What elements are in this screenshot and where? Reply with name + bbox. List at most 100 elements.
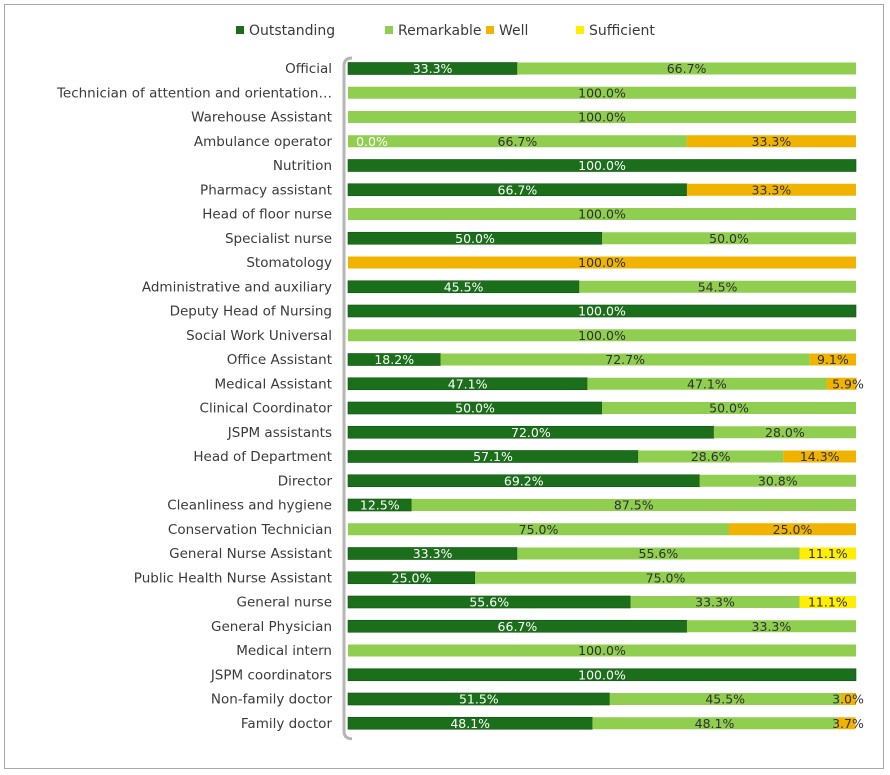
- bar-segment-outstanding: [347, 304, 857, 318]
- data-label-remarkable: 55.6%: [639, 546, 679, 561]
- bar-segment-remarkable: [602, 232, 856, 245]
- bar-segment-well: [729, 523, 856, 536]
- data-label-well: 33.3%: [752, 182, 792, 197]
- bar-segment-remarkable: [638, 450, 784, 463]
- bar-segment-well: [686, 135, 856, 148]
- bar-segment-well: [783, 450, 856, 463]
- category-label: General nurse: [237, 595, 333, 611]
- category-label: JSPM coordinators: [210, 667, 332, 683]
- legend-label-well: Well: [499, 23, 528, 39]
- category-label: Public Health Nurse Assistant: [134, 570, 332, 586]
- data-label-well: 14.3%: [800, 449, 840, 464]
- category-label: Technician of attention and orientation…: [56, 85, 332, 101]
- data-label-outstanding: 47.1%: [448, 376, 488, 391]
- bar-segment-remarkable: [699, 474, 856, 487]
- data-label-outstanding: 0.0%: [356, 134, 388, 149]
- bar-segment-well: [686, 183, 856, 196]
- bar-segment-remarkable: [686, 620, 856, 633]
- legend-swatch-outstanding: [236, 26, 244, 34]
- bar-segment-remarkable: [609, 693, 841, 705]
- category-label: Head of Department: [193, 449, 332, 465]
- category-label: Conservation Technician: [168, 522, 332, 538]
- category-label: Official: [285, 61, 332, 77]
- data-label-remarkable: 50.0%: [709, 231, 749, 246]
- data-label-well: 100.0%: [578, 255, 626, 270]
- category-label: Warehouse Assistant: [191, 110, 332, 126]
- bar-segment-remarkable: [517, 62, 856, 75]
- bar-segment-remarkable: [579, 280, 856, 293]
- bar-segment-well: [809, 353, 856, 366]
- data-label-remarkable: 28.6%: [691, 449, 731, 464]
- category-label: Clinical Coordinator: [200, 401, 333, 417]
- data-label-well: 9.1%: [817, 352, 849, 367]
- data-label-outstanding: 66.7%: [498, 619, 538, 634]
- data-label-well: 5.9%: [832, 376, 864, 391]
- data-label-sufficient: 11.1%: [808, 546, 848, 561]
- bar-segment-remarkable: [348, 329, 856, 342]
- data-label-sufficient: 11.1%: [808, 595, 848, 610]
- bar-segment-remarkable: [348, 208, 856, 220]
- data-label-remarkable: 54.5%: [698, 279, 738, 294]
- category-label: Head of floor nurse: [202, 207, 332, 223]
- data-label-outstanding: 12.5%: [360, 498, 400, 513]
- category-label: General Nurse Assistant: [169, 546, 332, 562]
- data-label-outstanding: 48.1%: [450, 716, 490, 731]
- data-label-remarkable: 30.8%: [758, 473, 798, 488]
- category-label: Deputy Head of Nursing: [170, 304, 332, 320]
- data-label-remarkable: 50.0%: [709, 401, 749, 416]
- bar-segment-well: [836, 717, 856, 730]
- category-label: Non-family doctor: [211, 692, 333, 708]
- data-label-outstanding: 50.0%: [455, 231, 495, 246]
- bar-segment-remarkable: [348, 86, 856, 99]
- category-label: JSPM assistants: [227, 425, 332, 441]
- data-label-outstanding: 18.2%: [374, 352, 414, 367]
- data-label-outstanding: 69.2%: [504, 473, 544, 488]
- data-label-remarkable: 45.5%: [705, 692, 745, 707]
- data-label-remarkable: 28.0%: [765, 425, 805, 440]
- data-label-remarkable: 47.1%: [687, 376, 727, 391]
- data-label-outstanding: 100.0%: [578, 667, 626, 682]
- bar-segment-remarkable: [348, 523, 729, 536]
- data-label-remarkable: 100.0%: [578, 643, 626, 658]
- data-label-remarkable: 33.3%: [695, 595, 735, 610]
- data-label-well: 3.7%: [832, 716, 864, 731]
- category-label: Social Work Universal: [186, 328, 332, 344]
- category-label: Stomatology: [246, 255, 332, 271]
- bar-segment-remarkable: [630, 596, 800, 608]
- bar-segments: [347, 62, 857, 730]
- data-label-remarkable: 100.0%: [578, 328, 626, 343]
- data-label-outstanding: 25.0%: [392, 570, 432, 585]
- bar-segment-well: [348, 256, 856, 269]
- bar-segment-remarkable: [592, 717, 837, 730]
- bar-segment-remarkable: [602, 402, 856, 414]
- bar-segment-sufficient: [799, 596, 856, 608]
- bar-segment-remarkable: [411, 499, 856, 511]
- data-label-remarkable: 100.0%: [578, 110, 626, 125]
- data-label-outstanding: 33.3%: [413, 546, 453, 561]
- bar-segment-remarkable: [587, 377, 827, 390]
- legend-label-remarkable: Remarkable: [398, 23, 482, 39]
- data-label-remarkable: 66.7%: [667, 61, 707, 76]
- data-label-remarkable: 72.7%: [605, 352, 645, 367]
- bar-segment-remarkable: [348, 135, 687, 148]
- bar-segment-remarkable: [475, 571, 856, 584]
- category-labels: Official Technician of attention and orie…: [56, 61, 333, 732]
- data-label-remarkable: 87.5%: [614, 498, 654, 513]
- data-label-remarkable: 33.3%: [752, 619, 792, 634]
- data-label-outstanding: 100.0%: [578, 304, 626, 319]
- data-label-well: 25.0%: [773, 522, 813, 537]
- category-label: General Physician: [211, 619, 332, 635]
- category-label: Pharmacy assistant: [200, 182, 332, 198]
- data-label-remarkable: 48.1%: [695, 716, 735, 731]
- bar-segment-remarkable: [348, 644, 856, 657]
- data-label-remarkable: 75.0%: [519, 522, 559, 537]
- data-label-remarkable: 100.0%: [578, 207, 626, 222]
- bar-segment-remarkable: [440, 353, 810, 366]
- legend-swatch-remarkable: [385, 26, 393, 34]
- bar-segment-outstanding: [347, 159, 857, 172]
- data-label-outstanding: 51.5%: [459, 692, 499, 707]
- category-label: Medical Assistant: [214, 376, 332, 392]
- bar-segment-remarkable: [348, 111, 856, 123]
- bar-segment-remarkable: [713, 426, 856, 439]
